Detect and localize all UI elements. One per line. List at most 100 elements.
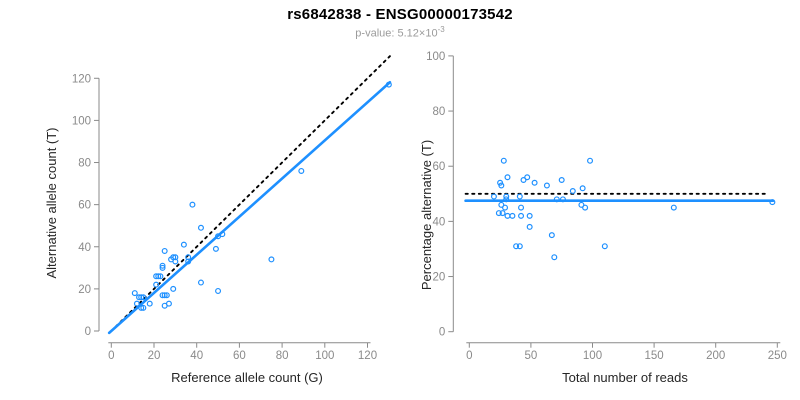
y-tick-label: 40 bbox=[78, 242, 91, 254]
data-point bbox=[526, 212, 533, 219]
x-tick-label: 80 bbox=[276, 350, 289, 362]
data-point bbox=[513, 243, 520, 250]
data-point bbox=[516, 243, 523, 250]
data-point bbox=[170, 285, 177, 292]
identity-line bbox=[110, 55, 391, 332]
data-point bbox=[769, 199, 776, 206]
x-tick-label: 120 bbox=[358, 350, 377, 362]
data-point bbox=[500, 157, 507, 164]
data-point bbox=[172, 254, 179, 261]
data-point bbox=[197, 279, 204, 286]
data-point bbox=[155, 273, 162, 280]
data-point bbox=[504, 174, 511, 181]
y-tick-label: 80 bbox=[433, 106, 446, 118]
x-axis-title: Reference allele count (G) bbox=[171, 370, 323, 385]
data-point bbox=[138, 304, 145, 311]
data-point bbox=[524, 174, 531, 181]
data-point bbox=[509, 212, 516, 219]
page-subtitle: p-value: 5.12×10-3 bbox=[0, 25, 800, 40]
y-tick-label: 20 bbox=[78, 284, 91, 296]
y-tick-label: 60 bbox=[78, 200, 91, 212]
data-point bbox=[131, 290, 138, 297]
y-tick-label: 100 bbox=[72, 115, 91, 127]
x-axis-title: Total number of reads bbox=[562, 370, 688, 385]
data-point bbox=[518, 212, 525, 219]
percentage-reads-scatter-chart: 0 50 100 150 200 250 0 20 40 60 80 100 Total number … bbox=[415, 45, 800, 400]
data-point bbox=[215, 287, 222, 294]
data-point bbox=[551, 254, 558, 261]
data-point bbox=[518, 204, 525, 211]
data-point bbox=[138, 294, 145, 301]
data-point bbox=[490, 193, 497, 200]
data-point bbox=[498, 182, 505, 189]
data-point bbox=[516, 193, 523, 200]
data-point bbox=[587, 157, 594, 164]
y-tick-label: 80 bbox=[78, 158, 91, 170]
data-point bbox=[161, 292, 168, 299]
x-tick-label: 250 bbox=[768, 350, 787, 362]
y-tick-label: 120 bbox=[72, 73, 91, 85]
data-point bbox=[503, 193, 510, 200]
data-point bbox=[495, 210, 502, 217]
data-point bbox=[197, 224, 204, 231]
x-tick-label: 60 bbox=[233, 350, 246, 362]
data-point bbox=[558, 177, 565, 184]
x-tick-label: 100 bbox=[315, 350, 334, 362]
data-point bbox=[543, 182, 550, 189]
subtitle-pvalue-text: p-value: 5.12×10 bbox=[355, 27, 438, 40]
data-point bbox=[268, 256, 275, 263]
x-tick-label: 50 bbox=[525, 350, 538, 362]
data-point bbox=[165, 300, 172, 307]
data-point bbox=[159, 262, 166, 269]
y-tick-label: 100 bbox=[426, 51, 445, 63]
data-point bbox=[140, 304, 147, 311]
data-point bbox=[157, 273, 164, 280]
x-tick-label: 20 bbox=[148, 350, 161, 362]
allele-counts-scatter-svg: 0 20 40 60 80 100 120 0 20 40 60 80 100 120 Reference … bbox=[44, 55, 392, 385]
fit-line bbox=[107, 80, 392, 335]
data-point bbox=[670, 204, 677, 211]
data-point bbox=[133, 300, 140, 307]
data-point bbox=[498, 201, 505, 208]
data-point bbox=[212, 245, 219, 252]
y-tick-label: 0 bbox=[439, 327, 445, 339]
percentage-scatter-svg: 0 50 100 150 200 250 0 20 40 60 80 100 Total number … bbox=[419, 51, 787, 385]
data-point bbox=[503, 196, 510, 203]
page-title: rs6842838 - ENSG00000173542 bbox=[287, 6, 513, 23]
x-tick-label: 0 bbox=[108, 350, 114, 362]
data-point bbox=[559, 196, 566, 203]
x-tick-label: 0 bbox=[466, 350, 472, 362]
data-point bbox=[526, 223, 533, 230]
data-point bbox=[579, 185, 586, 192]
x-tick-label: 40 bbox=[190, 350, 203, 362]
y-tick-label: 60 bbox=[433, 161, 446, 173]
data-point bbox=[499, 210, 506, 217]
data-point bbox=[219, 231, 226, 238]
data-point bbox=[189, 201, 196, 208]
data-point bbox=[548, 232, 555, 239]
x-tick-label: 200 bbox=[706, 350, 725, 362]
data-point bbox=[502, 204, 509, 211]
data-point bbox=[170, 254, 177, 261]
data-point bbox=[582, 204, 589, 211]
y-tick-label: 0 bbox=[85, 326, 91, 338]
y-axis-title: Alternative allele count (T) bbox=[44, 127, 59, 278]
data-point bbox=[146, 300, 153, 307]
data-point bbox=[520, 177, 527, 184]
data-point bbox=[553, 196, 560, 203]
subtitle-exponent: -3 bbox=[437, 25, 445, 34]
data-point bbox=[601, 243, 608, 250]
data-point bbox=[298, 167, 305, 174]
data-point bbox=[504, 212, 511, 219]
data-point bbox=[185, 254, 192, 261]
data-point bbox=[161, 247, 168, 254]
y-tick-label: 20 bbox=[433, 272, 446, 284]
x-tick-label: 100 bbox=[583, 350, 602, 362]
allele-count-scatter-chart: 0 20 40 60 80 100 120 0 20 40 60 80 100 120 Reference … bbox=[40, 45, 400, 400]
y-axis-title: Percentage alternative (T) bbox=[419, 140, 434, 290]
data-point bbox=[153, 281, 160, 288]
data-point bbox=[569, 188, 576, 195]
data-point bbox=[531, 179, 538, 186]
data-point bbox=[163, 292, 170, 299]
data-point bbox=[385, 81, 392, 88]
